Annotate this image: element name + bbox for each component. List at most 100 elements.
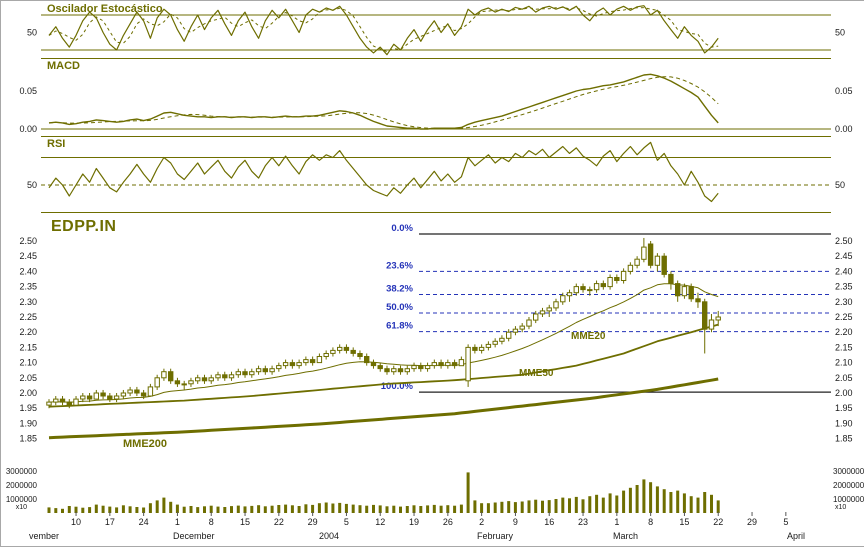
volume-bar <box>74 506 78 513</box>
volume-bar <box>372 504 375 513</box>
candle-body <box>526 319 532 327</box>
volume-bar <box>148 503 152 513</box>
volume-bar <box>669 492 673 513</box>
candle-body <box>134 389 140 394</box>
month-label: April <box>787 531 805 541</box>
candle-body <box>161 371 167 379</box>
candle-body <box>397 368 404 373</box>
volume-bar <box>351 504 355 513</box>
candle-body <box>228 374 235 379</box>
macd-axis-label: 0.00 <box>835 124 853 134</box>
volume-bar <box>574 496 578 513</box>
candle-body <box>235 371 242 376</box>
mme20-line <box>48 283 719 403</box>
candle-body <box>688 286 694 300</box>
candle-body <box>418 365 424 370</box>
candle-body <box>546 307 552 312</box>
price-axis-label: 2.10 <box>835 358 853 368</box>
week-date-label: 1 <box>614 517 619 527</box>
volume-bar <box>392 505 396 513</box>
rsi-panel-title: RSI <box>47 138 66 150</box>
candle-body <box>208 377 214 382</box>
candle-body <box>262 368 269 373</box>
volume-bar <box>162 497 166 513</box>
candle-body <box>168 371 174 382</box>
volume-bar <box>257 505 261 513</box>
candle-body <box>364 356 370 364</box>
week-date-label: 19 <box>409 517 419 527</box>
volume-bar <box>209 505 213 513</box>
mme200-line <box>48 377 719 440</box>
volume-bar <box>628 487 632 513</box>
week-date-label: 29 <box>308 517 318 527</box>
candle-body <box>445 362 451 367</box>
price-axis-label: 2.00 <box>835 388 853 398</box>
volume-bar <box>527 500 531 513</box>
macd-line <box>48 73 719 130</box>
volume-bar <box>568 498 571 513</box>
stochastic-panel-title: Oscilador Estocástico <box>47 3 163 15</box>
week-date-label: 22 <box>713 517 723 527</box>
candle-body <box>309 359 316 364</box>
candle-body <box>695 298 701 303</box>
candle-body <box>255 368 262 373</box>
volume-scale-label: x10 <box>16 504 27 511</box>
price-axis-label: 2.50 <box>19 236 37 246</box>
week-date-label: 24 <box>139 517 149 527</box>
rsi-line <box>48 141 719 203</box>
candle-body <box>404 368 411 373</box>
symbol-title: EDPP.IN <box>51 218 117 235</box>
volume-bar <box>547 500 551 513</box>
volume-bar <box>284 504 288 513</box>
price-axis-label: 2.25 <box>19 312 37 322</box>
week-date-label: 2 <box>479 517 484 527</box>
volume-bar <box>54 508 58 513</box>
price-axis-label: 2.30 <box>835 297 853 307</box>
volume-bar <box>480 503 484 513</box>
price-axis-label: 2.15 <box>19 342 37 352</box>
candle-body <box>242 371 248 376</box>
volume-bar <box>290 505 294 513</box>
volume-bar <box>635 485 639 513</box>
candle-body <box>533 313 539 321</box>
candle-body <box>337 346 343 351</box>
volume-axis-label: 3000000 <box>833 467 864 476</box>
price-axis-label: 1.85 <box>835 434 853 444</box>
volume-bar <box>426 505 430 513</box>
volume-bar <box>47 507 51 513</box>
candle-body <box>303 359 309 364</box>
price-axis-label: 1.95 <box>19 403 37 413</box>
volume-bar <box>662 489 666 513</box>
mme200-label: MME200 <box>123 438 168 450</box>
week-date-label: 8 <box>648 517 653 527</box>
volume-bar <box>230 506 233 513</box>
month-label: March <box>613 531 638 541</box>
fib-label: 0.0% <box>391 223 413 234</box>
candle-body <box>708 319 715 330</box>
volume-bar <box>365 505 369 513</box>
stochastic-axis-label: 50 <box>835 28 845 38</box>
price-axis-label: 1.90 <box>835 418 853 428</box>
candle-body <box>620 270 627 281</box>
candle-body <box>654 255 661 266</box>
volume-bar <box>385 506 389 513</box>
volume-bar <box>128 506 132 513</box>
volume-bar <box>419 506 423 513</box>
candle-body <box>120 392 127 397</box>
volume-bar <box>331 503 335 513</box>
mme50-line <box>48 323 719 408</box>
candle-body <box>107 395 113 400</box>
volume-bar <box>304 504 308 513</box>
candle-body <box>492 340 498 345</box>
volume-bar <box>513 502 517 513</box>
volume-bar <box>155 500 159 513</box>
candle-body <box>93 392 99 400</box>
volume-bar <box>142 507 146 513</box>
volume-bar <box>703 492 707 513</box>
price-axis-label: 2.40 <box>19 266 37 276</box>
volume-bar <box>581 499 585 513</box>
volume-bar <box>541 500 544 513</box>
candle-body <box>140 392 147 397</box>
candle-body <box>438 362 444 367</box>
